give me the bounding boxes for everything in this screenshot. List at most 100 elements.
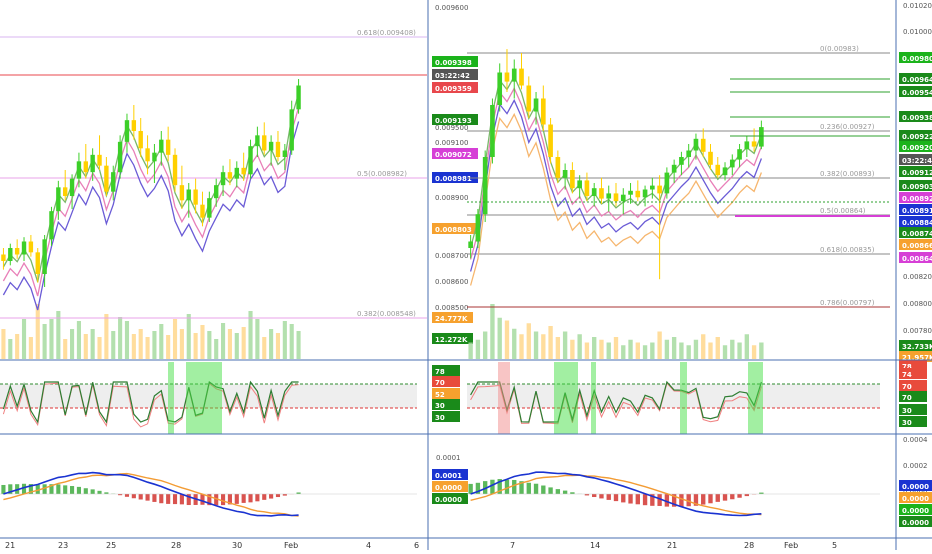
- candle-body[interactable]: [723, 167, 728, 175]
- price-tag: 0.009193: [435, 117, 472, 125]
- fib-level-label: 0.236(0.00927): [820, 123, 875, 131]
- candle-body[interactable]: [214, 185, 218, 198]
- candle-body[interactable]: [70, 179, 74, 196]
- candle-body[interactable]: [650, 186, 655, 190]
- candle-body[interactable]: [248, 146, 252, 174]
- price-tag: 24.777K: [435, 315, 468, 323]
- candle-body[interactable]: [145, 148, 149, 161]
- candle-body[interactable]: [585, 180, 590, 196]
- candle-body[interactable]: [255, 135, 259, 146]
- candle-body[interactable]: [8, 248, 12, 261]
- candle-body[interactable]: [139, 131, 143, 148]
- candle-body[interactable]: [77, 161, 81, 178]
- candle-body[interactable]: [132, 120, 136, 131]
- candle-body[interactable]: [752, 141, 757, 146]
- candle-body[interactable]: [262, 135, 266, 150]
- candle-body[interactable]: [207, 198, 211, 218]
- candle-body[interactable]: [22, 242, 26, 255]
- candle-body[interactable]: [715, 165, 720, 175]
- candle-body[interactable]: [541, 99, 546, 125]
- candle-body[interactable]: [296, 86, 300, 110]
- candle-body[interactable]: [111, 172, 115, 192]
- candle-body[interactable]: [1, 255, 5, 262]
- candle-body[interactable]: [556, 157, 561, 178]
- time-axis-label: 21: [667, 541, 677, 550]
- candle-body[interactable]: [15, 248, 19, 255]
- candle-body[interactable]: [512, 69, 517, 82]
- candle-body[interactable]: [241, 168, 245, 175]
- candle-body[interactable]: [180, 185, 184, 200]
- candle-body[interactable]: [730, 160, 735, 168]
- candle-body[interactable]: [29, 242, 33, 253]
- candle-body[interactable]: [497, 73, 502, 106]
- time-axis-label: 25: [106, 541, 116, 550]
- candle-body[interactable]: [125, 120, 129, 142]
- candle-body[interactable]: [534, 99, 539, 112]
- candle-body[interactable]: [235, 168, 239, 179]
- candle-body[interactable]: [483, 157, 488, 214]
- candle-body[interactable]: [563, 170, 568, 178]
- candle-body[interactable]: [166, 140, 170, 155]
- candle-body[interactable]: [628, 191, 633, 195]
- volume-bar: [262, 337, 266, 359]
- volume-bar: [490, 304, 494, 359]
- candle-body[interactable]: [228, 172, 232, 179]
- candle-body[interactable]: [49, 211, 53, 239]
- candle-body[interactable]: [606, 193, 611, 198]
- right-price-panel[interactable]: 0(0.00983)0.236(0.00927)0.382(0.00893)0.…: [467, 2, 932, 550]
- candle-body[interactable]: [468, 242, 473, 249]
- candle-body[interactable]: [490, 105, 495, 157]
- candle-body[interactable]: [187, 190, 191, 201]
- candle-body[interactable]: [694, 139, 699, 151]
- candle-body[interactable]: [36, 252, 40, 274]
- candle-body[interactable]: [614, 193, 619, 201]
- candle-body[interactable]: [665, 173, 670, 194]
- candle-body[interactable]: [708, 152, 713, 165]
- volume-bar: [679, 343, 683, 360]
- candle-body[interactable]: [283, 151, 287, 158]
- candle-body[interactable]: [118, 142, 122, 172]
- candle-body[interactable]: [476, 214, 481, 241]
- candle-body[interactable]: [599, 188, 604, 198]
- candle-body[interactable]: [657, 186, 662, 194]
- candle-body[interactable]: [745, 141, 750, 149]
- candle-body[interactable]: [97, 155, 101, 166]
- candle-body[interactable]: [635, 191, 640, 198]
- candle-body[interactable]: [592, 188, 597, 196]
- candle-body[interactable]: [193, 190, 197, 205]
- candle-body[interactable]: [290, 109, 294, 150]
- candle-body[interactable]: [90, 155, 94, 172]
- candle-body[interactable]: [570, 170, 575, 188]
- candle-body[interactable]: [701, 139, 706, 152]
- candle-body[interactable]: [56, 187, 60, 211]
- candle-body[interactable]: [173, 155, 177, 185]
- macd-histogram-bar: [276, 494, 280, 497]
- candle-body[interactable]: [200, 205, 204, 218]
- candle-body[interactable]: [505, 73, 510, 82]
- price-tag: 12.272K: [435, 336, 468, 344]
- candle-body[interactable]: [759, 127, 764, 147]
- candle-body[interactable]: [269, 142, 273, 151]
- price-axis-tick: 0.008700: [435, 252, 468, 260]
- candle-body[interactable]: [221, 172, 225, 185]
- candle-body[interactable]: [621, 195, 626, 202]
- left-price-panel[interactable]: 0.618(0.009408)0.5(0.008982)0.382(0.0085…: [0, 4, 478, 550]
- candle-body[interactable]: [672, 165, 677, 173]
- candle-body[interactable]: [152, 153, 156, 162]
- candle-body[interactable]: [548, 125, 553, 158]
- candle-body[interactable]: [519, 69, 524, 86]
- candle-body[interactable]: [526, 86, 531, 112]
- candle-body[interactable]: [42, 239, 46, 274]
- candle-body[interactable]: [577, 180, 582, 188]
- candle-body[interactable]: [276, 142, 280, 157]
- candle-body[interactable]: [679, 157, 684, 165]
- candle-body[interactable]: [63, 187, 67, 196]
- candle-body[interactable]: [84, 161, 88, 172]
- candle-body[interactable]: [643, 190, 648, 198]
- candle-body[interactable]: [686, 151, 691, 158]
- candle-body[interactable]: [159, 140, 163, 153]
- candle-body[interactable]: [737, 149, 742, 159]
- candle-body[interactable]: [104, 166, 108, 192]
- volume-bar: [125, 321, 129, 359]
